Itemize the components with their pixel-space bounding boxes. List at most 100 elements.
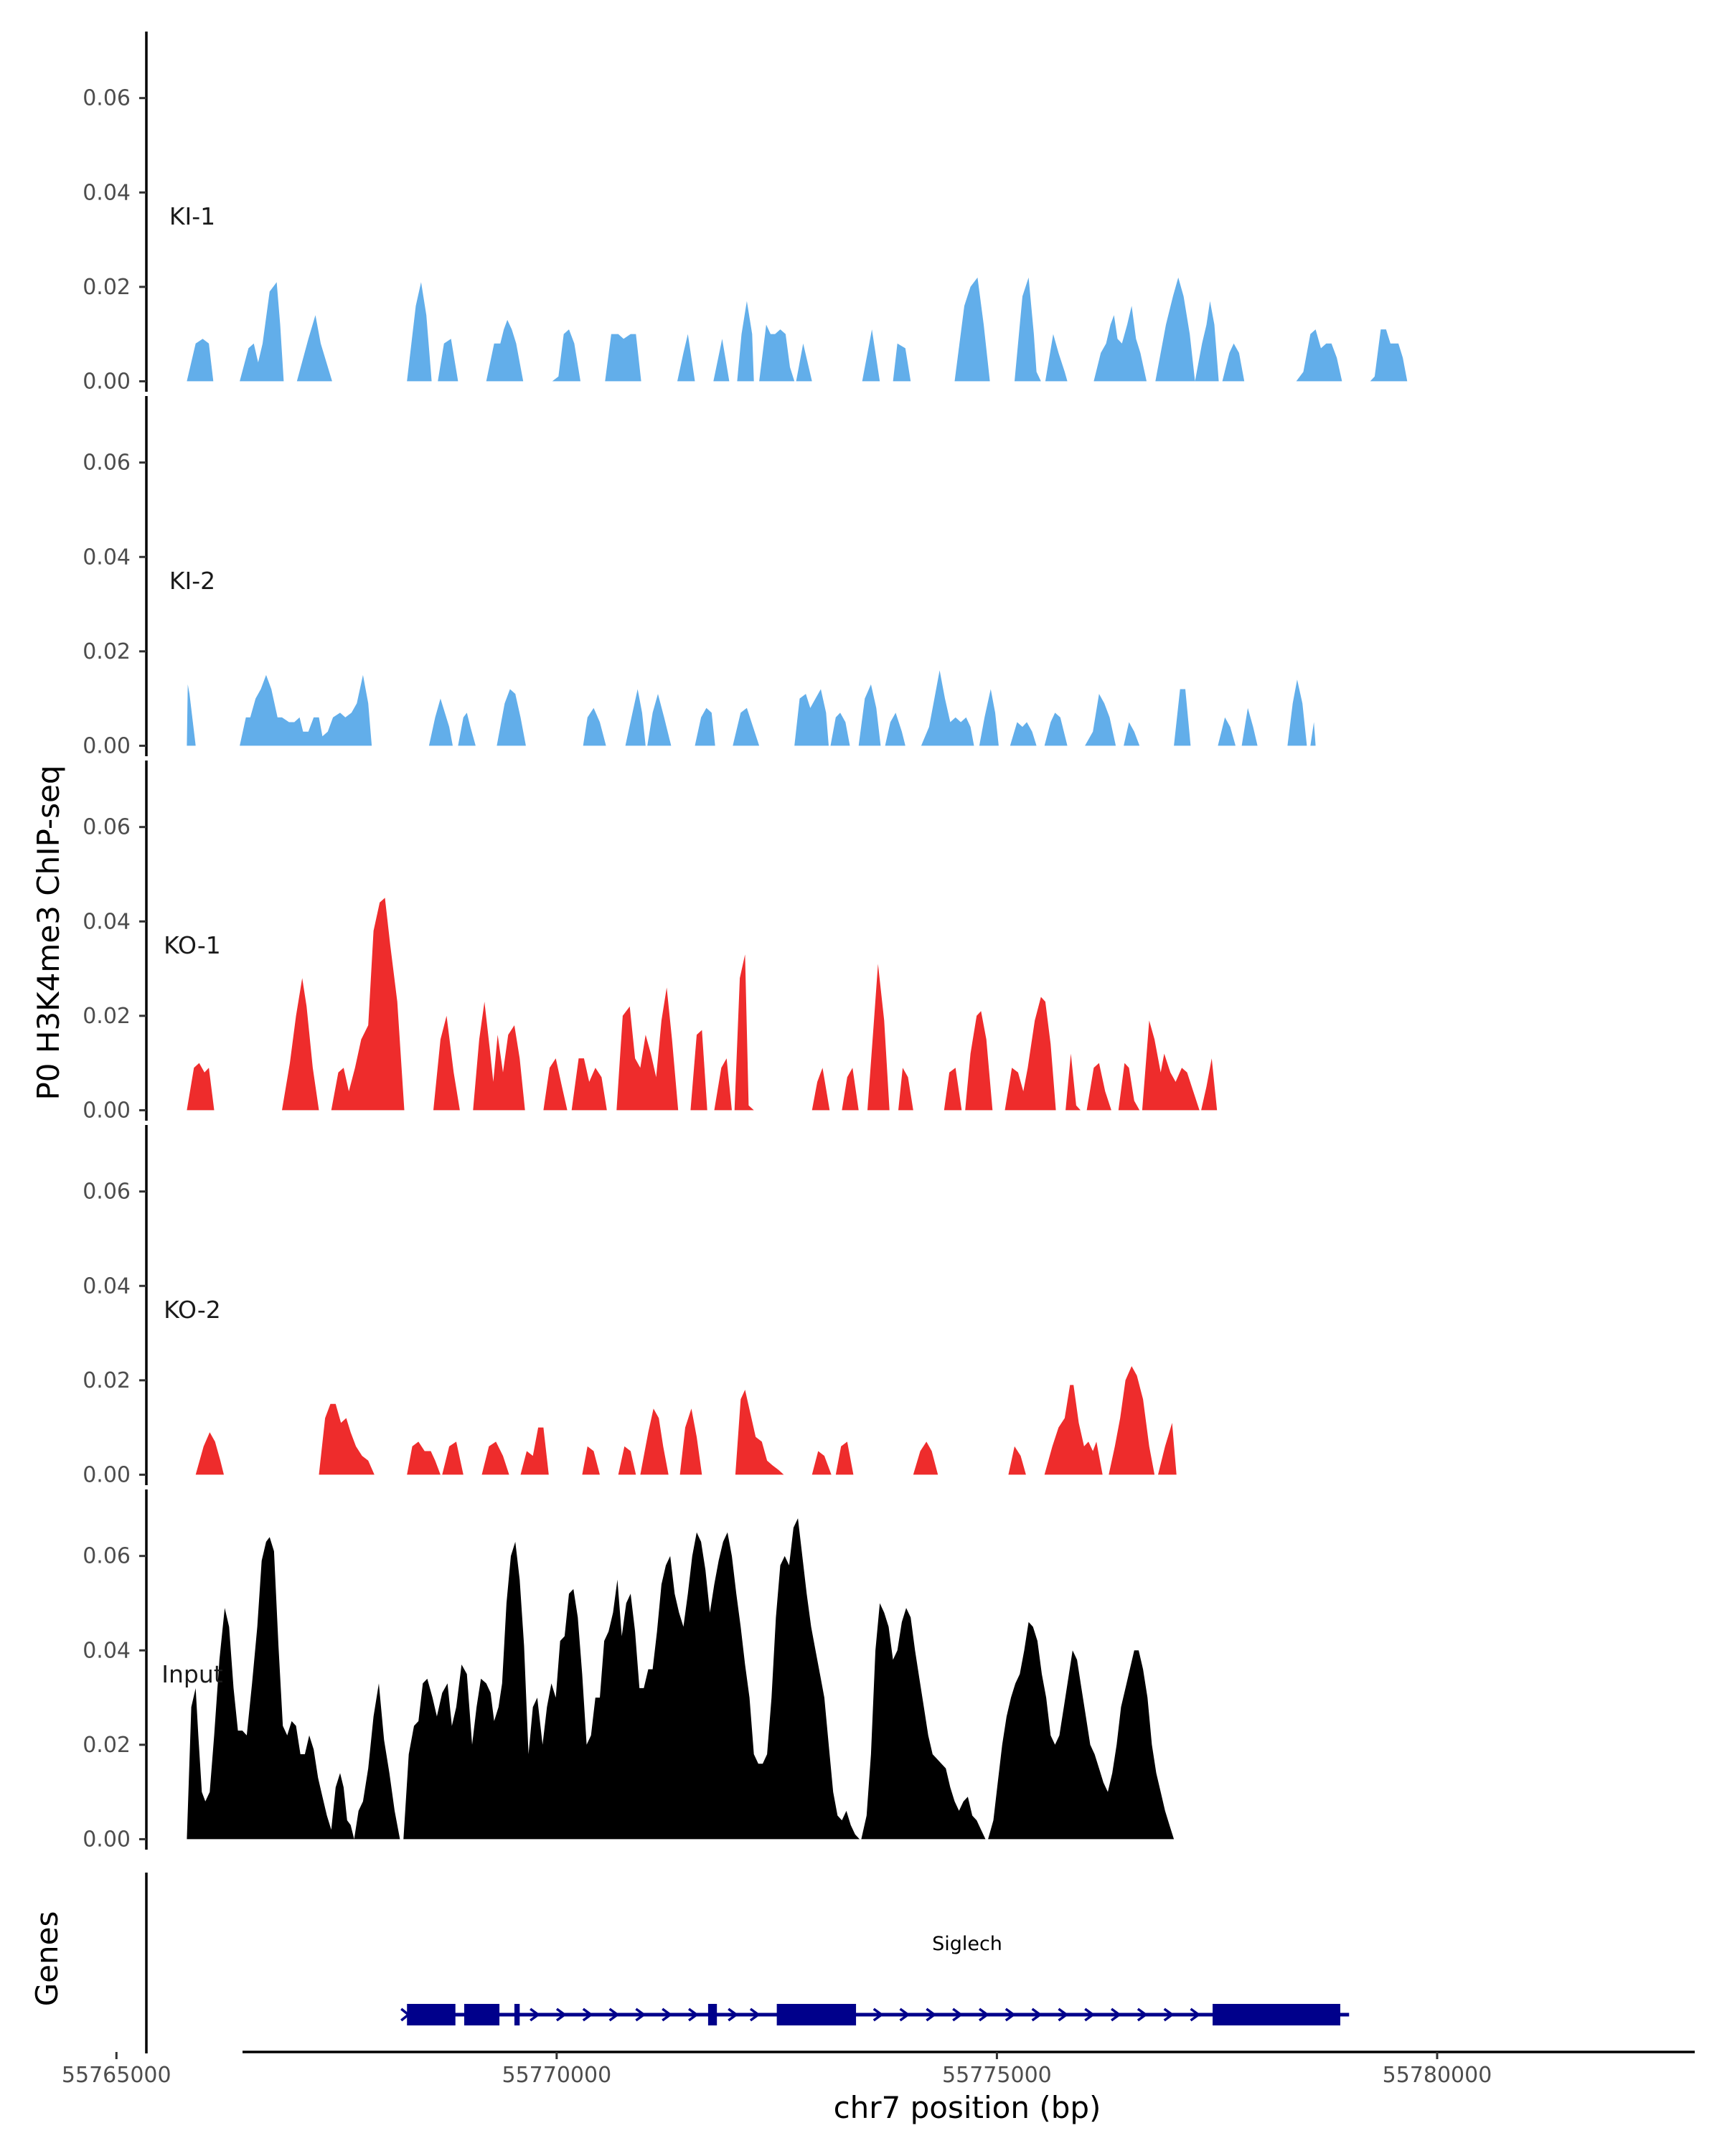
coverage-peak-ki-1-0 xyxy=(187,339,214,382)
coverage-peak-ko-2-12 xyxy=(835,1441,854,1475)
coverage-peak-input-4 xyxy=(988,1621,1175,1840)
coverage-peak-ki-2-7 xyxy=(647,694,672,746)
coverage-peak-ko-2-15 xyxy=(1044,1385,1103,1475)
x-axis-title: chr7 position (bp) xyxy=(834,2090,1101,2125)
coverage-peak-ki-1-8 xyxy=(677,334,695,382)
coverage-peak-ki-2-5 xyxy=(583,707,606,746)
coverage-peak-ko-1-1 xyxy=(282,978,319,1111)
y-tick-label: 0.04 xyxy=(83,1638,131,1663)
strand-arrow-11 xyxy=(872,2007,884,2022)
strand-arrow-start xyxy=(400,2007,411,2022)
coverage-peak-ko-1-10 xyxy=(734,954,754,1111)
coverage-peak-ko-2-13 xyxy=(913,1441,938,1475)
track-input: 0.00 0.02 0.04 0.06 Input xyxy=(83,1489,1175,1852)
coverage-peak-ki-1-17 xyxy=(1045,334,1068,382)
y-tick-label: 0.00 xyxy=(83,369,131,394)
coverage-peak-ki-2-13 xyxy=(885,712,905,746)
track-ki-2: 0.00 0.02 0.04 0.06 KI-2 xyxy=(83,396,1316,758)
coverage-peak-ko-1-2 xyxy=(331,898,405,1111)
coverage-peak-ki-2-18 xyxy=(1085,694,1116,746)
coverage-peak-ko-1-14 xyxy=(898,1068,913,1111)
strand-arrow-9 xyxy=(728,2007,739,2022)
gene-exon-1 xyxy=(464,2004,500,2025)
y-tick-label: 0.06 xyxy=(83,1180,131,1205)
y-tick-label: 0.02 xyxy=(83,1733,131,1758)
coverage-peak-ki-1-10 xyxy=(737,301,754,382)
strand-arrow-23 xyxy=(1190,2007,1201,2022)
track-label: KO-1 xyxy=(164,931,221,959)
coverage-peak-ko-1-7 xyxy=(616,987,679,1111)
strand-arrow-8 xyxy=(688,2007,700,2022)
coverage-peak-ki-1-7 xyxy=(605,334,641,382)
coverage-peak-ko-2-8 xyxy=(640,1408,669,1475)
gene-exon-2 xyxy=(514,2004,520,2025)
y-tick-label: 0.06 xyxy=(83,86,131,111)
coverage-peak-ki-1-14 xyxy=(893,343,911,382)
strand-arrow-4 xyxy=(582,2007,593,2022)
strand-arrow-7 xyxy=(662,2007,673,2022)
strand-arrow-21 xyxy=(1137,2007,1148,2022)
coverage-peak-ki-1-21 xyxy=(1222,343,1245,382)
coverage-peak-ko-1-20 xyxy=(1118,1063,1140,1111)
gene-track-title: Genes xyxy=(29,1911,65,2007)
y-tick-label: 0.04 xyxy=(83,1274,131,1299)
y-tick-label: 0.04 xyxy=(83,909,131,934)
coverage-peak-ki-1-9 xyxy=(713,339,730,382)
coverage-peak-ko-2-7 xyxy=(618,1446,636,1475)
coverage-peak-ki-2-1 xyxy=(240,674,372,746)
x-tick-label: 55780000 xyxy=(1383,2063,1492,2088)
track-label: Input xyxy=(161,1660,223,1688)
strand-arrow-13 xyxy=(926,2007,937,2022)
y-tick-label: 0.00 xyxy=(83,733,131,758)
coverage-peak-ko-1-3 xyxy=(433,1015,460,1111)
gene-exon-4 xyxy=(776,2004,857,2025)
coverage-peak-ko-1-4 xyxy=(473,1002,525,1111)
coverage-peak-ki-1-20 xyxy=(1195,301,1219,382)
strand-arrow-15 xyxy=(978,2007,989,2022)
gene-exon-5 xyxy=(1213,2004,1340,2025)
y-axis-title: P0 H3K4me3 ChIP-seq xyxy=(31,765,66,1100)
coverage-peak-ko-1-17 xyxy=(1004,997,1056,1111)
coverage-peak-input-3 xyxy=(861,1603,986,1840)
track-ki-1: 0.00 0.02 0.04 0.06 KI-1 xyxy=(83,32,1408,394)
coverage-peak-ki-1-13 xyxy=(862,329,880,382)
coverage-peak-ki-2-21 xyxy=(1218,717,1236,746)
coverage-peak-ki-1-6 xyxy=(552,329,580,382)
y-tick-label: 0.04 xyxy=(83,180,131,205)
y-tick-label: 0.02 xyxy=(83,1368,131,1393)
coverage-peak-ki-2-9 xyxy=(733,707,760,746)
x-axis: 55765000 55770000 55775000 55780000 xyxy=(62,2051,1695,2088)
coverage-peak-ko-1-5 xyxy=(543,1058,568,1111)
coverage-peak-input-0 xyxy=(187,1537,354,1840)
coverage-peak-ki-2-11 xyxy=(830,712,850,746)
coverage-peak-ko-1-22 xyxy=(1201,1058,1218,1111)
x-tick-label: 55770000 xyxy=(502,2063,611,2088)
coverage-peak-ko-2-5 xyxy=(520,1427,549,1475)
y-tick-label: 0.06 xyxy=(83,451,131,476)
coverage-peak-ko-2-1 xyxy=(319,1403,375,1475)
coverage-peak-ki-2-3 xyxy=(458,712,476,746)
coverage-peak-input-2 xyxy=(403,1518,860,1840)
strand-arrow-3 xyxy=(555,2007,567,2022)
coverage-peak-ko-2-10 xyxy=(735,1390,784,1475)
gene-exon-3 xyxy=(707,2004,718,2025)
y-tick-label: 0.00 xyxy=(83,1098,131,1123)
y-tick-label: 0.00 xyxy=(83,1462,131,1487)
coverage-peak-ki-1-18 xyxy=(1093,306,1147,382)
strand-arrow-20 xyxy=(1111,2007,1122,2022)
coverage-peak-ko-1-12 xyxy=(842,1068,859,1111)
coverage-peak-ko-1-8 xyxy=(690,1030,707,1111)
coverage-peak-ki-2-6 xyxy=(625,689,646,746)
gene-exon-0 xyxy=(407,2004,456,2025)
gene-panel: Siglech xyxy=(145,1873,1350,2053)
coverage-peak-ki-2-24 xyxy=(1310,722,1316,746)
x-tick-label: 55765000 xyxy=(62,2063,171,2088)
coverage-peak-ko-1-0 xyxy=(187,1063,215,1111)
coverage-peak-ki-2-10 xyxy=(794,689,829,746)
coverage-peak-ko-1-9 xyxy=(714,1058,732,1111)
strand-arrow-18 xyxy=(1058,2007,1069,2022)
coverage-peak-ko-2-17 xyxy=(1158,1423,1177,1475)
strand-arrow-19 xyxy=(1084,2007,1096,2022)
y-tick-label: 0.02 xyxy=(83,639,131,664)
